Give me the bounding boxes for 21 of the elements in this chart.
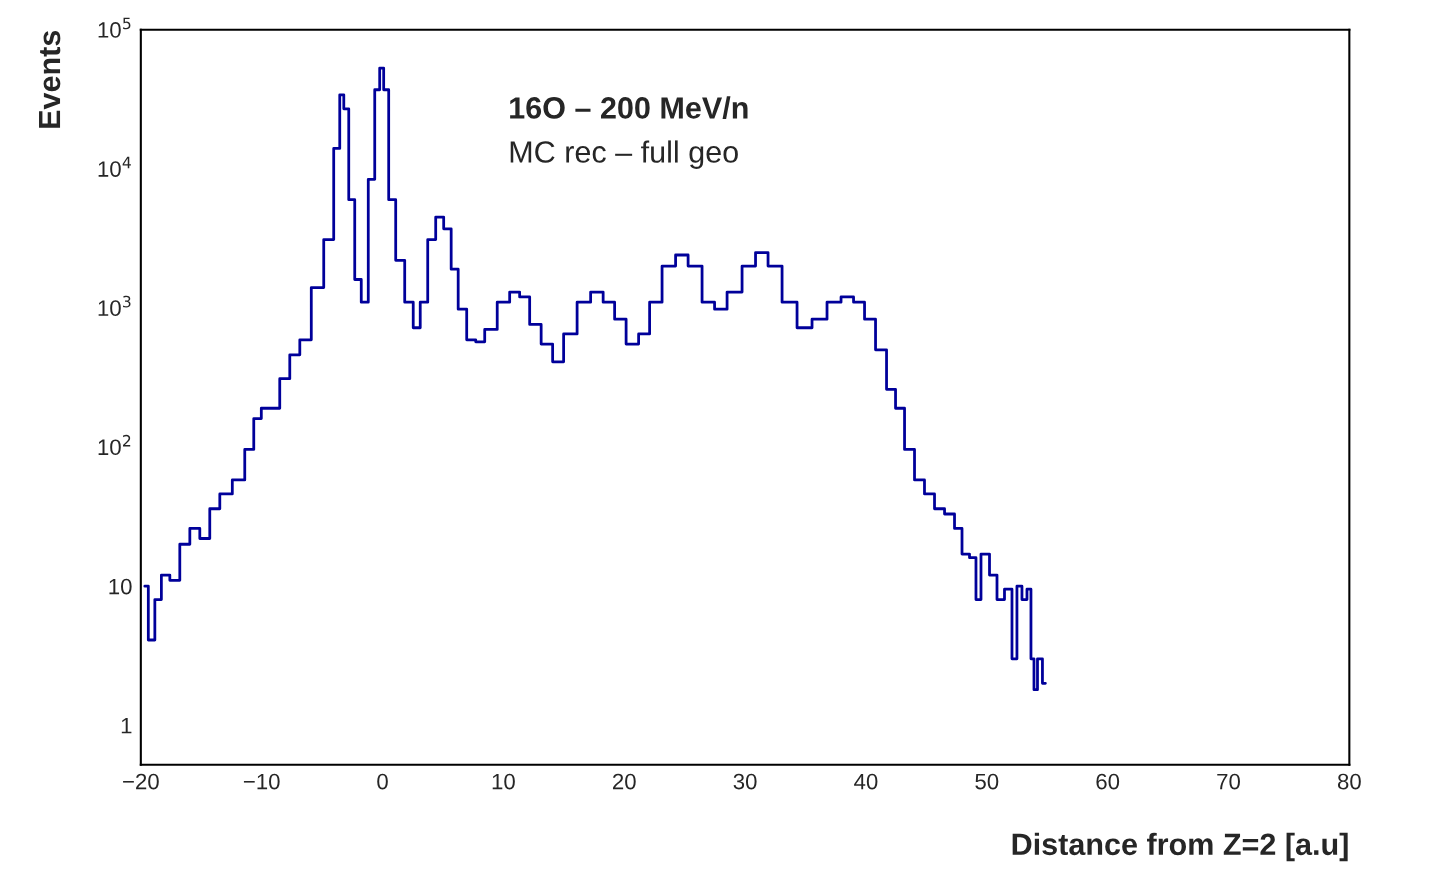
y-tick-label: 10$^{2}$ [98,434,131,456]
y-tick-label: 10 [109,578,132,595]
x-tick-label: 20 [612,773,636,790]
x-axis-title: Distance from Z=2 [a.u] [1012,832,1348,862]
x-tick-label: −20 [123,773,159,790]
annotation: MC rec – full geo [510,140,738,169]
x-tick-label: 80 [1337,773,1361,790]
y-tick-label: 1 [121,718,132,734]
y-axis-title: Events [39,30,61,128]
x-tick-label: 50 [975,773,999,790]
x-tick-label: −10 [243,773,280,790]
x-tick-label: 10 [492,773,515,790]
x-tick-label: 0 [377,773,388,790]
x-tick-label: 70 [1217,773,1240,790]
annotation: 16O – 200 MeV/n [510,96,748,120]
x-tick-label: 60 [1096,773,1120,790]
y-tick-label: 10$^{5}$ [98,17,131,38]
y-tick-label: 10$^{4}$ [98,156,131,177]
x-tick-label: 30 [733,773,757,790]
y-tick-label: 10$^{3}$ [98,295,131,317]
x-tick-label: 40 [854,773,878,790]
